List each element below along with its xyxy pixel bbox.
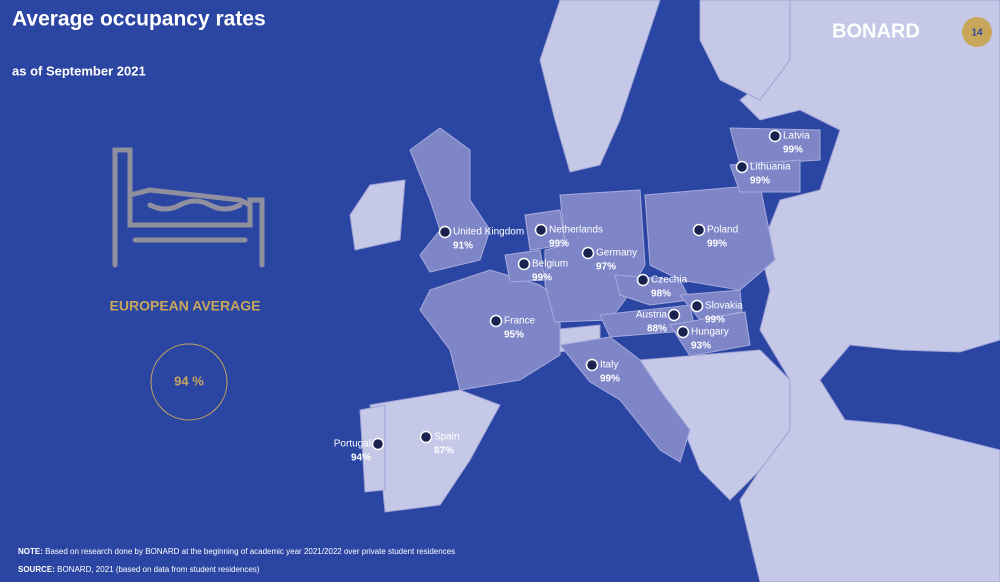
country-name: Portugal (334, 439, 371, 450)
country (679, 289, 743, 321)
country-marker (489, 314, 503, 328)
country (614, 274, 691, 306)
country-name: Hungary (691, 327, 729, 338)
country-marker (371, 437, 385, 451)
country-value: 98% (651, 289, 671, 300)
country-name: Austria (636, 310, 668, 321)
country-name: Netherlands (549, 225, 603, 236)
country-value: 99% (549, 239, 569, 250)
country-value: 99% (532, 273, 552, 284)
average-value: 94 % (174, 373, 204, 388)
country-value: 99% (783, 145, 803, 156)
country-value: 99% (707, 239, 727, 250)
average-label: EUROPEAN AVERAGE (110, 298, 261, 314)
country-name: Spain (434, 432, 460, 443)
country-value: 88% (647, 324, 667, 335)
country-value: 87% (434, 446, 454, 457)
land (349, 179, 406, 251)
country-name: Lithuania (750, 162, 791, 173)
country (359, 404, 386, 493)
brand: BONARD (832, 20, 920, 42)
country-name: Slovakia (705, 301, 743, 312)
country (729, 127, 821, 166)
page-badge (962, 17, 992, 47)
country-name: United Kingdom (453, 227, 524, 238)
page-number: 14 (971, 28, 983, 39)
source-text: BONARD, 2021 (based on data from student… (57, 565, 260, 574)
country-name: Czechia (651, 275, 688, 286)
country-marker (667, 308, 681, 322)
country-marker (735, 160, 749, 174)
country-marker (676, 325, 690, 339)
country-value: 99% (705, 315, 725, 326)
country-marker (581, 246, 595, 260)
country-name: France (504, 316, 536, 327)
source: SOURCE: BONARD, 2021 (based on data from… (18, 565, 260, 574)
country-name: Germany (596, 248, 637, 259)
country-marker (692, 223, 706, 237)
country-value: 99% (750, 176, 770, 187)
country-marker (690, 299, 704, 313)
country-name: Latvia (783, 131, 810, 142)
subtitle: as of September 2021 (12, 63, 146, 78)
title: Average occupancy rates (12, 8, 266, 31)
country (409, 127, 491, 273)
land (539, 0, 661, 173)
country-name: Poland (707, 225, 738, 236)
note-text: Based on research done by BONARD at the … (45, 547, 455, 556)
bed-icon (112, 147, 265, 268)
map (349, 0, 1000, 583)
country-marker (585, 358, 599, 372)
country-value: 95% (504, 330, 524, 341)
country (669, 311, 751, 357)
country-name: Belgium (532, 259, 568, 270)
country-marker (636, 273, 650, 287)
country-name: Italy (600, 360, 618, 371)
country-marker (534, 223, 548, 237)
country-marker (517, 257, 531, 271)
note-label: NOTE: (18, 547, 43, 556)
source-label: SOURCE: (18, 565, 55, 574)
country-marker (438, 225, 452, 239)
average-circle (150, 343, 228, 421)
country-value: 94% (351, 453, 371, 464)
country-value: 99% (600, 374, 620, 385)
land (639, 349, 791, 501)
land (739, 0, 1000, 583)
country-value: 97% (596, 262, 616, 273)
note: NOTE: Based on research done by BONARD a… (18, 547, 455, 556)
country-marker (768, 129, 782, 143)
country-value: 93% (691, 341, 711, 352)
land (699, 0, 791, 101)
country-value: 91% (453, 241, 473, 252)
country-marker (419, 430, 433, 444)
